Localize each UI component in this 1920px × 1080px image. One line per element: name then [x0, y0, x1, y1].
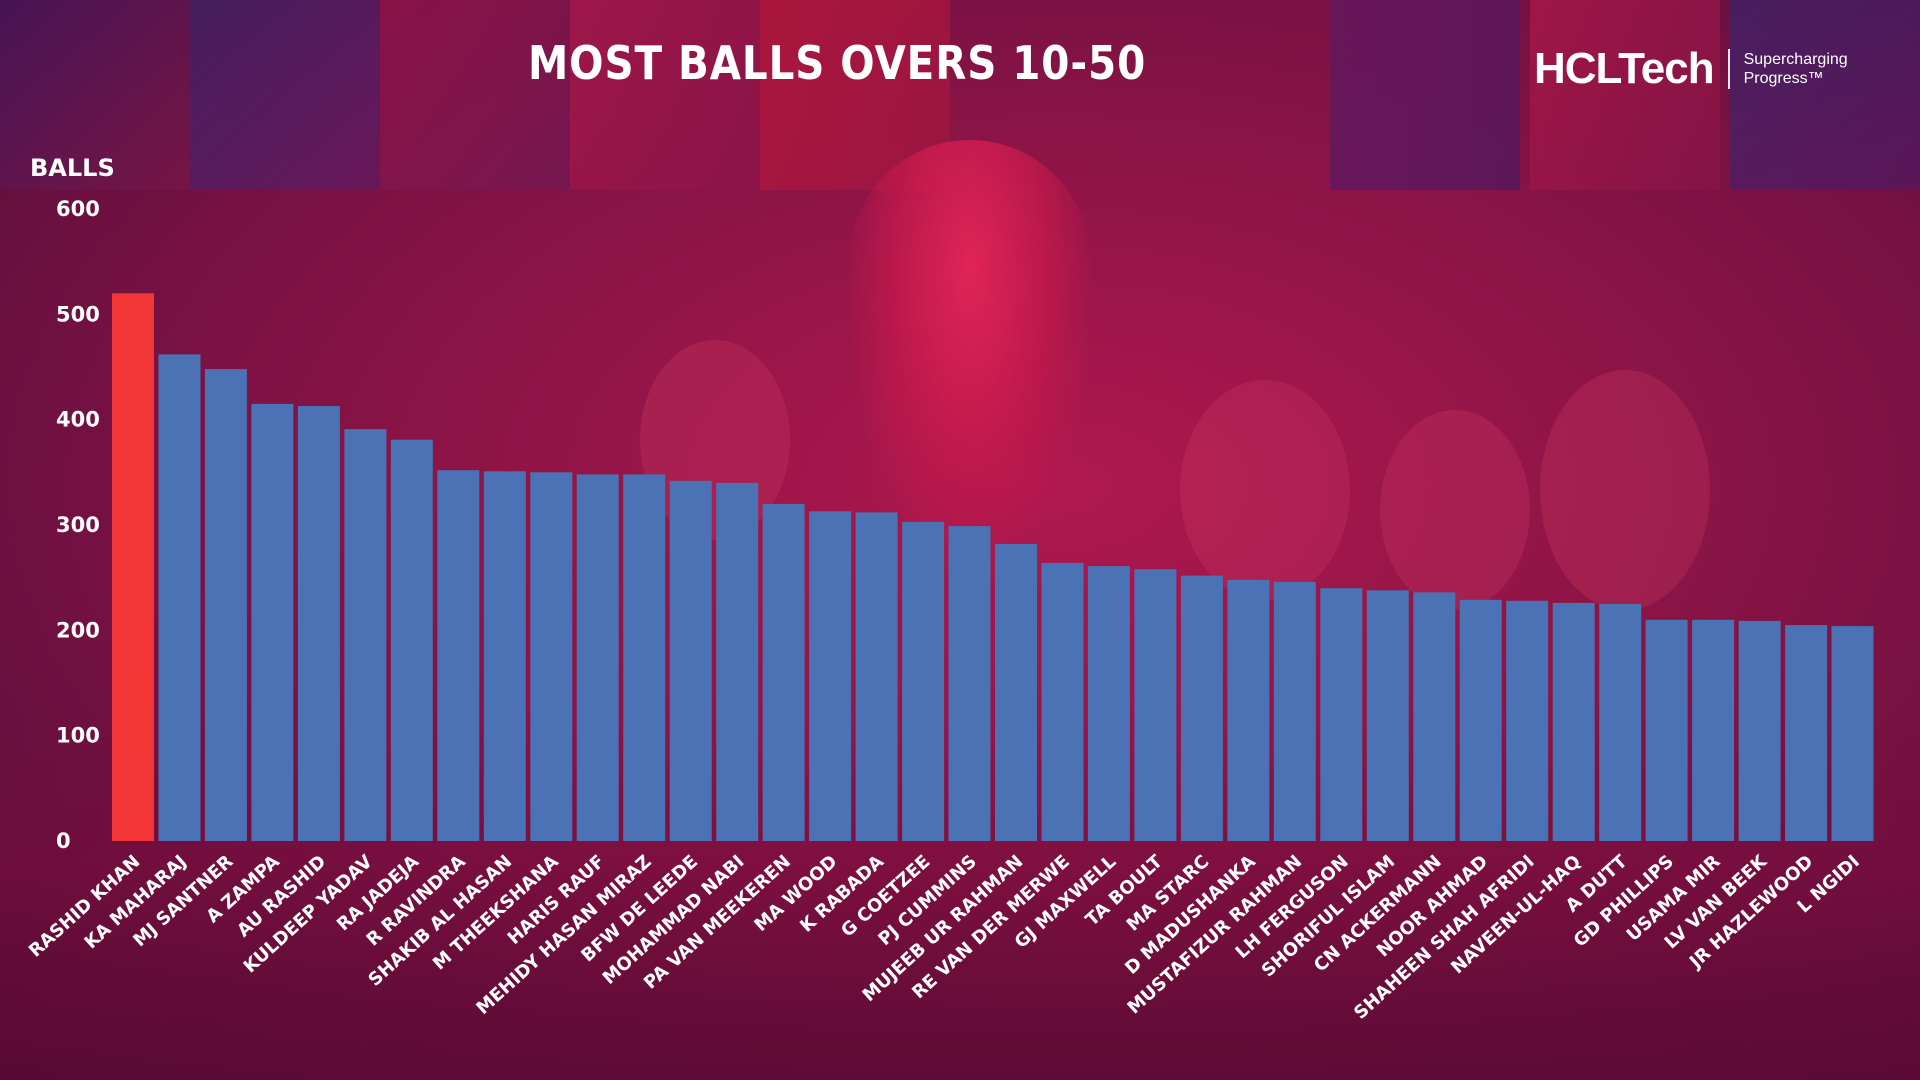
bar [576, 474, 619, 841]
bar [1459, 599, 1502, 841]
bar [1087, 566, 1130, 841]
bar [158, 354, 201, 841]
bar [1366, 590, 1409, 841]
bar [251, 403, 294, 841]
bar [995, 544, 1037, 841]
y-tick-label: 0 [56, 829, 71, 853]
hcltech-logo: HCLTech Supercharging Progress™ [1534, 44, 1874, 94]
bar [1692, 619, 1735, 841]
bar [948, 526, 991, 841]
bar [1785, 625, 1828, 841]
logo-tagline: Supercharging Progress™ [1743, 51, 1848, 87]
bar [1041, 562, 1084, 841]
y-axis-ticks: 0 100 200 300 400 500 600 [56, 197, 100, 853]
bar [1738, 620, 1781, 841]
bar [762, 503, 805, 841]
bar [483, 471, 526, 841]
bar [902, 521, 945, 841]
logo-divider [1727, 49, 1730, 89]
bar [1413, 592, 1456, 841]
bar [204, 369, 247, 841]
bar [623, 474, 666, 841]
bar [669, 480, 712, 841]
bar [1180, 575, 1223, 841]
bar [855, 512, 898, 841]
bar [1320, 588, 1363, 841]
bar [1599, 604, 1642, 841]
bar [716, 482, 759, 841]
bar [297, 406, 340, 841]
bar [1273, 581, 1316, 841]
bar [112, 293, 154, 841]
y-tick-label: 500 [56, 302, 100, 326]
bar [1506, 600, 1549, 841]
bar [344, 429, 387, 841]
bars [112, 293, 1874, 841]
bar [390, 439, 433, 841]
y-tick-label: 100 [56, 724, 100, 748]
bar [1552, 602, 1595, 841]
bar [809, 511, 852, 841]
bar [530, 472, 573, 841]
y-tick-label: 200 [56, 618, 100, 642]
y-tick-label: 400 [56, 408, 100, 432]
bar [1645, 619, 1688, 841]
logo-name: HCLTech [1534, 44, 1715, 93]
y-tick-label: 600 [56, 197, 100, 221]
bar [1831, 626, 1874, 841]
y-tick-label: 300 [56, 513, 100, 537]
y-axis-label: BALLS [30, 154, 115, 182]
bar [1134, 569, 1177, 841]
chart-title: MOST BALLS OVERS 10-50 [528, 36, 1147, 90]
bar [437, 470, 480, 841]
bar [1227, 579, 1270, 841]
